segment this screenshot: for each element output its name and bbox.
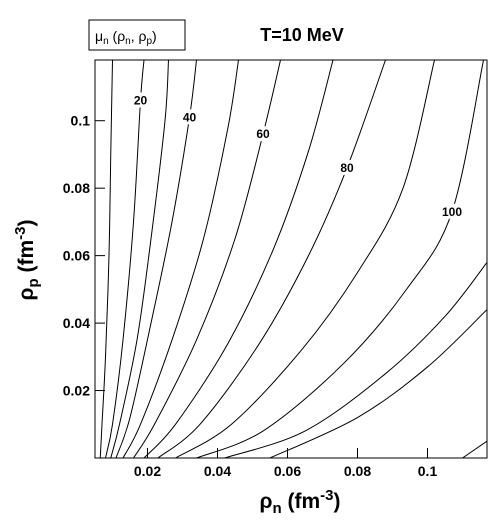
x-axis-label: ρn (fm-3) bbox=[259, 487, 340, 517]
contour-line bbox=[175, 60, 435, 458]
plot-frame bbox=[94, 59, 488, 459]
contour-line bbox=[462, 440, 487, 458]
contour-label-bg bbox=[441, 203, 463, 219]
contour-line bbox=[122, 60, 239, 458]
contour-label-bg bbox=[129, 92, 152, 108]
chart-title: T=10 MeV bbox=[260, 25, 344, 45]
y-tick-label: 0.08 bbox=[63, 180, 90, 196]
x-tick-label: 0.08 bbox=[344, 463, 371, 479]
contour-label-bg bbox=[178, 109, 201, 125]
x-tick-label: 0.04 bbox=[204, 463, 231, 479]
y-tick-label: 0.04 bbox=[63, 315, 90, 331]
contour-label: 100 bbox=[442, 205, 462, 219]
y-tick-label: 0.1 bbox=[71, 113, 91, 129]
legend: μn (ρn, ρp) bbox=[95, 28, 157, 47]
x-tick-label: 0.1 bbox=[418, 463, 438, 479]
contour-line bbox=[99, 60, 113, 458]
contour-line bbox=[196, 60, 484, 458]
contour-label: 40 bbox=[183, 110, 197, 124]
contour-line bbox=[110, 60, 169, 458]
y-tick-label: 0.06 bbox=[63, 248, 90, 264]
contour-label: 20 bbox=[134, 93, 148, 107]
legend-box bbox=[88, 19, 186, 51]
contour-line bbox=[143, 60, 334, 458]
contour-label-bg bbox=[252, 126, 274, 142]
contour-label-bg bbox=[336, 159, 358, 175]
y-axis-label: ρp (fm-3) bbox=[12, 219, 42, 300]
x-tick-label: 0.06 bbox=[274, 463, 301, 479]
y-tick-label: 0.02 bbox=[63, 383, 90, 399]
contour-line bbox=[224, 262, 487, 458]
contour-label: 60 bbox=[256, 127, 270, 141]
contour-line bbox=[157, 60, 386, 458]
contour-line bbox=[269, 309, 487, 458]
contour-label: 80 bbox=[340, 161, 354, 175]
x-tick-label: 0.02 bbox=[134, 463, 161, 479]
